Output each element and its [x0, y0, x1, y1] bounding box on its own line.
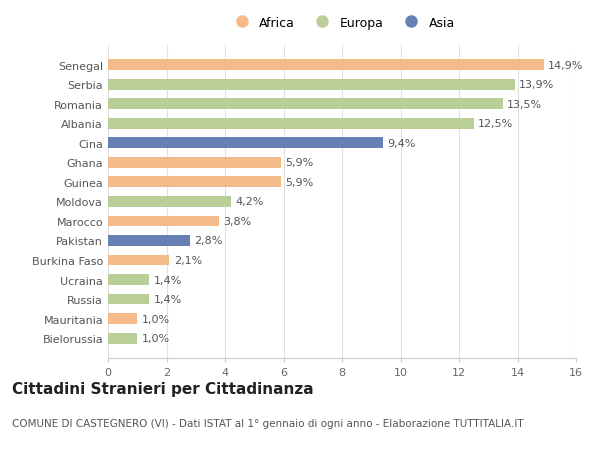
- Bar: [108, 157, 281, 168]
- Text: COMUNE DI CASTEGNERO (VI) - Dati ISTAT al 1° gennaio di ogni anno - Elaborazione: COMUNE DI CASTEGNERO (VI) - Dati ISTAT a…: [12, 418, 524, 428]
- Text: 9,4%: 9,4%: [388, 139, 416, 148]
- Legend: Africa, Europa, Asia: Africa, Europa, Asia: [224, 11, 460, 34]
- Text: 13,9%: 13,9%: [519, 80, 554, 90]
- Bar: [108, 313, 137, 325]
- Text: 4,2%: 4,2%: [235, 197, 263, 207]
- Text: 5,9%: 5,9%: [285, 158, 313, 168]
- Text: 1,4%: 1,4%: [154, 275, 182, 285]
- Bar: [108, 216, 219, 227]
- Text: 2,8%: 2,8%: [194, 236, 223, 246]
- Bar: [108, 235, 190, 246]
- Text: 5,9%: 5,9%: [285, 178, 313, 187]
- Text: 12,5%: 12,5%: [478, 119, 513, 129]
- Bar: [108, 118, 473, 129]
- Text: 2,1%: 2,1%: [174, 256, 202, 265]
- Bar: [108, 255, 169, 266]
- Bar: [108, 79, 515, 90]
- Bar: [108, 274, 149, 285]
- Bar: [108, 138, 383, 149]
- Bar: [108, 60, 544, 71]
- Bar: [108, 99, 503, 110]
- Text: 1,4%: 1,4%: [154, 295, 182, 304]
- Bar: [108, 177, 281, 188]
- Text: 14,9%: 14,9%: [548, 61, 584, 70]
- Text: 1,0%: 1,0%: [142, 314, 170, 324]
- Bar: [108, 196, 231, 207]
- Text: Cittadini Stranieri per Cittadinanza: Cittadini Stranieri per Cittadinanza: [12, 381, 314, 396]
- Text: 3,8%: 3,8%: [224, 217, 252, 226]
- Bar: [108, 333, 137, 344]
- Text: 13,5%: 13,5%: [507, 100, 542, 109]
- Bar: [108, 294, 149, 305]
- Text: 1,0%: 1,0%: [142, 334, 170, 343]
